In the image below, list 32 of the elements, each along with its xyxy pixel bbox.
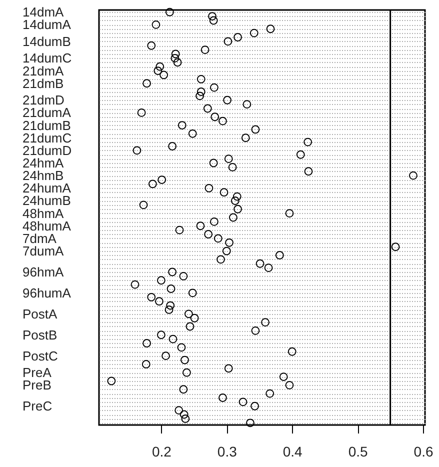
x-tick-label: 0.5 <box>348 444 368 460</box>
y-tick-label: 21dumB <box>22 118 71 133</box>
y-tick-label: 21dmA <box>22 63 64 78</box>
y-tick-label: 21dmB <box>22 76 64 91</box>
y-tick-label: PreB <box>22 378 52 393</box>
y-tick-label: PostA <box>22 306 58 322</box>
y-tick-label: 14dmA <box>22 4 64 20</box>
y-tick-label: 21dmD <box>22 92 64 108</box>
x-tick-label: 0.3 <box>217 444 238 460</box>
y-tick-label: PreA <box>22 365 52 380</box>
y-tick-label: 14dumB <box>22 34 71 49</box>
y-tick-label: 14dumA <box>22 17 72 32</box>
y-tick-label: 7dumA <box>22 244 64 259</box>
y-tick-label: 24hmA <box>22 156 64 171</box>
y-tick-label: 48humA <box>22 218 72 234</box>
y-tick-label: 21dumC <box>22 130 72 146</box>
x-tick-label: 0.2 <box>152 444 172 460</box>
y-tick-label: 14dumC <box>22 50 72 66</box>
y-tick-label: PostC <box>22 348 58 364</box>
y-tick-label: 48hmA <box>22 206 64 221</box>
y-tick-label: 96humA <box>22 285 72 300</box>
y-tick-label: PostB <box>22 327 58 342</box>
y-tick-label: 21dumA <box>22 105 72 120</box>
y-tick-label: 24humB <box>22 193 71 208</box>
y-tick-label: 21dumD <box>22 142 72 158</box>
y-tick-label: 96hmA <box>22 264 64 280</box>
y-tick-label: 24humA <box>22 180 72 196</box>
y-tick-label: 7dmA <box>22 230 57 246</box>
x-tick-label: 0.4 <box>282 444 303 460</box>
y-tick-label: PreC <box>22 398 52 414</box>
y-tick-label: 24hmB <box>22 168 64 184</box>
x-tick-label: 0.6 <box>414 444 434 460</box>
